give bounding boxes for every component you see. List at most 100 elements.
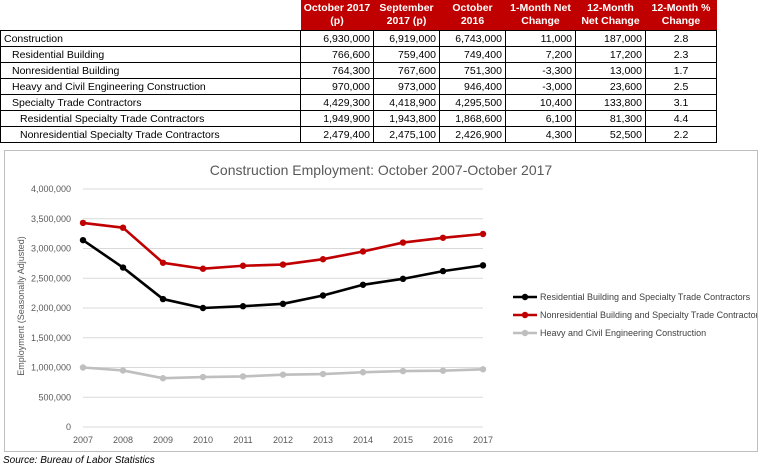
cell-oct-2017: 6,930,000 (300, 30, 374, 47)
y-tick-label: 2,500,000 (31, 273, 71, 283)
cell-12-month-change: 13,000 (575, 62, 646, 79)
cell-oct-2016: 749,400 (439, 46, 506, 63)
x-tick-label: 2008 (113, 435, 133, 445)
header-sep-2017: September 2017 (p) (373, 0, 440, 31)
header-1-month-change: 1-Month Net Change (505, 0, 576, 31)
header-industry (0, 0, 301, 31)
data-point (479, 262, 487, 269)
cell-oct-2016: 751,300 (439, 62, 506, 79)
data-point (439, 267, 447, 275)
header-12-month-pct-change: 12-Month % Change (645, 0, 717, 31)
data-point (159, 375, 167, 382)
legend-swatch-marker (521, 311, 529, 319)
table-row: Construction 6,930,000 6,919,000 6,743,000 1… (0, 30, 717, 47)
cell-industry: Nonresidential Building (0, 62, 301, 79)
data-point (359, 248, 367, 255)
cell-sep-2017: 4,418,900 (373, 94, 440, 111)
table-row: Residential Building 766,600 759,400 749,40… (0, 46, 717, 63)
legend-swatch-marker (521, 329, 529, 337)
legend-item: Nonresidential Building and Specialty Tr… (513, 310, 757, 320)
cell-12-month-pct-change: 2.3 (645, 46, 717, 63)
y-tick-label: 1,500,000 (31, 333, 71, 343)
cell-industry: Nonresidential Specialty Trade Contracto… (0, 126, 301, 143)
cell-12-month-pct-change: 2.2 (645, 126, 717, 143)
data-point (479, 366, 487, 373)
employment-chart: Construction Employment: October 2007-Oc… (4, 150, 758, 452)
table-row: Specialty Trade Contractors 4,429,300 4,41… (0, 94, 717, 111)
data-point (119, 264, 127, 271)
data-point (199, 265, 207, 272)
cell-12-month-change: 52,500 (575, 126, 646, 143)
data-point (239, 303, 247, 310)
cell-sep-2017: 2,475,100 (373, 126, 440, 143)
y-tick-labels: 0 500,000 1,000,000 1,500,000 2,000,000 2,500… (31, 184, 71, 432)
table-body: Construction 6,930,000 6,919,000 6,743,000 1… (0, 30, 717, 143)
data-point (79, 236, 87, 244)
cell-sep-2017: 973,000 (373, 78, 440, 95)
data-point (199, 373, 207, 381)
x-tick-label: 2014 (353, 435, 373, 445)
cell-12-month-change: 187,000 (575, 30, 646, 47)
cell-sep-2017: 1,943,800 (373, 110, 440, 127)
cell-12-month-change: 133,800 (575, 94, 646, 111)
x-tick-label: 2012 (273, 435, 293, 445)
cell-industry: Residential Building (0, 46, 301, 63)
legend-item: Residential Building and Specialty Trade… (513, 292, 751, 302)
data-point (239, 373, 247, 380)
cell-1-month-change: 4,300 (505, 126, 576, 143)
cell-oct-2017: 2,479,400 (300, 126, 374, 143)
x-tick-labels: 2007 2008 2009 2010 2011 2012 2013 2014 2015 2016… (73, 435, 493, 445)
cell-sep-2017: 767,600 (373, 62, 440, 79)
x-tick-label: 2013 (313, 435, 333, 445)
y-axis-title: Employment (Seasonally Adjusted) (16, 236, 26, 376)
data-point (279, 261, 287, 268)
table-row: Residential Specialty Trade Contractors 1… (0, 110, 717, 127)
x-tick-label: 2016 (433, 435, 453, 445)
data-point (119, 367, 127, 374)
cell-1-month-change: -3,000 (505, 78, 576, 95)
legend-swatch-marker (521, 293, 529, 301)
x-tick-label: 2007 (73, 435, 93, 445)
cell-oct-2017: 766,600 (300, 46, 374, 63)
series-2 (79, 364, 487, 382)
data-point (79, 364, 87, 371)
employment-table-container: October 2017 (p) September 2017 (p) Octo… (0, 0, 717, 143)
data-point (319, 370, 327, 378)
x-tick-label: 2009 (153, 435, 173, 445)
cell-oct-2016: 4,295,500 (439, 94, 506, 111)
data-point (119, 224, 127, 231)
cell-oct-2017: 970,000 (300, 78, 374, 95)
source-note: Source: Bureau of Labor Statistics (3, 455, 155, 466)
chart-svg: Construction Employment: October 2007-Oc… (16, 162, 757, 445)
data-point (399, 367, 407, 375)
legend-label: Residential Building and Specialty Trade… (540, 292, 751, 302)
cell-1-month-change: 10,400 (505, 94, 576, 111)
cell-1-month-change: 11,000 (505, 30, 576, 47)
header-oct-2017: October 2017 (p) (300, 0, 374, 31)
data-point (279, 371, 287, 378)
cell-oct-2017: 764,300 (300, 62, 374, 79)
data-point (239, 262, 247, 269)
cell-12-month-pct-change: 3.1 (645, 94, 717, 111)
x-tick-label: 2010 (193, 435, 213, 445)
cell-oct-2016: 946,400 (439, 78, 506, 95)
cell-industry: Construction (0, 30, 301, 47)
data-point (359, 369, 367, 376)
cell-12-month-pct-change: 2.5 (645, 78, 717, 95)
series-lines (79, 219, 487, 382)
cell-1-month-change: -3,300 (505, 62, 576, 79)
x-tick-label: 2015 (393, 435, 413, 445)
y-tick-label: 3,000,000 (31, 244, 71, 254)
legend-item: Heavy and Civil Engineering Construction (513, 328, 706, 338)
cell-industry: Heavy and Civil Engineering Construction (0, 78, 301, 95)
y-tick-label: 1,000,000 (31, 363, 71, 373)
cell-oct-2017: 4,429,300 (300, 94, 374, 111)
cell-industry: Residential Specialty Trade Contractors (0, 110, 301, 127)
cell-1-month-change: 6,100 (505, 110, 576, 127)
data-point (319, 292, 327, 299)
chart-title: Construction Employment: October 2007-Oc… (210, 162, 553, 178)
gridlines (83, 188, 483, 428)
x-tick-label: 2017 (473, 435, 493, 445)
legend-label: Heavy and Civil Engineering Construction (540, 328, 706, 338)
x-tick-label: 2011 (233, 435, 252, 445)
